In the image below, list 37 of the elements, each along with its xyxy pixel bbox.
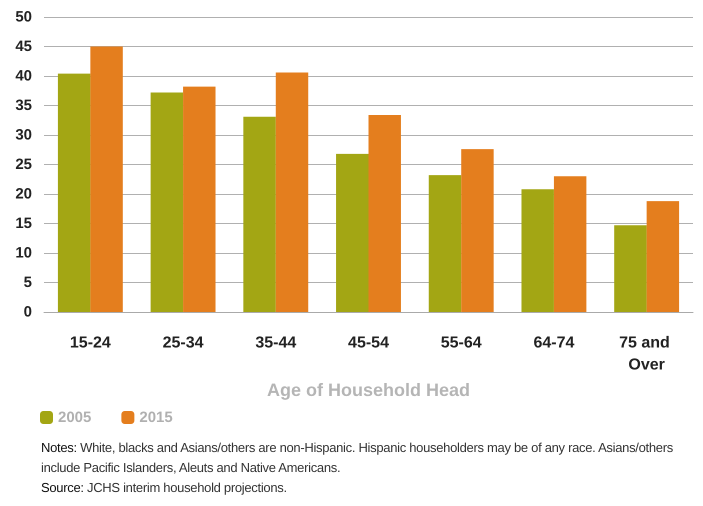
- x-tick-label: 15-24: [70, 334, 111, 352]
- y-tick-label: 5: [24, 274, 32, 291]
- bar: [336, 154, 368, 312]
- bar: [554, 176, 586, 312]
- y-tick-label: 10: [15, 244, 32, 262]
- y-tick-label: 35: [15, 97, 32, 114]
- y-tick-label: 40: [15, 68, 32, 84]
- bar: [521, 189, 554, 312]
- x-axis-title: Age of Household Head: [266, 380, 470, 400]
- bar: [58, 74, 90, 312]
- x-tick-label: 64-74: [533, 334, 574, 352]
- bar: [90, 46, 123, 312]
- y-tick-label: 0: [24, 304, 32, 320]
- bar: [276, 72, 308, 312]
- x-tick-label: 25-34: [162, 334, 204, 352]
- bar: [243, 116, 276, 312]
- bar: [183, 86, 216, 312]
- x-tick-label: 35-44: [255, 334, 296, 352]
- y-tick-label: 30: [15, 126, 32, 144]
- text: Notes: White, blacks and Asians/others are non-Hispanic. Hispanic householders may be of any race. Asians/others include Pacific Islanders, Aleuts and Native Americans.: [41, 439, 674, 477]
- y-tick-label: 25: [15, 156, 32, 173]
- bar: [614, 225, 647, 312]
- x-tick-label: 75 and Over: [619, 334, 674, 374]
- bar: [150, 92, 184, 312]
- bar: [368, 114, 401, 312]
- x-tick-label: 55-64: [440, 334, 482, 352]
- y-tick-label: 50: [15, 8, 32, 26]
- x-tick-label: 45-54: [348, 334, 390, 352]
- legend-label: 2005: [58, 409, 92, 426]
- y-tick-label: 20: [15, 186, 32, 202]
- legend-label: 2015: [139, 409, 173, 426]
- y-tick-label: 45: [15, 38, 32, 55]
- source-note: Source: JCHS interim household projections.: [41, 479, 288, 497]
- y-tick-label: 15: [15, 215, 32, 232]
- bar: [646, 201, 680, 312]
- bar: [428, 175, 462, 312]
- bar: [461, 149, 494, 312]
